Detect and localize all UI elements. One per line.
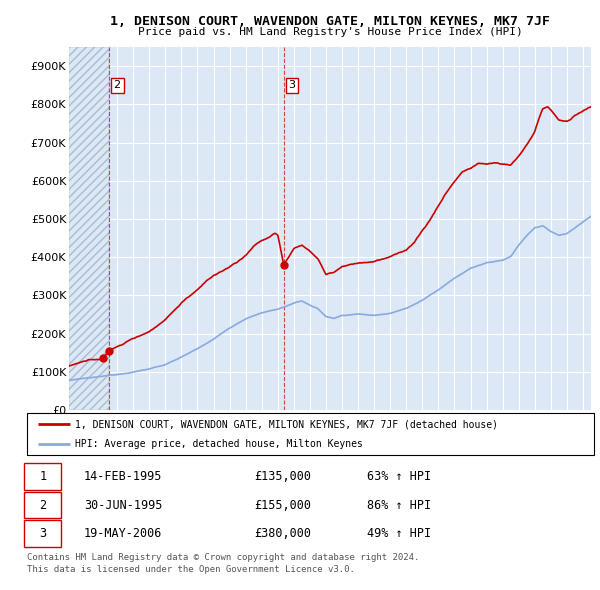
- Text: 1, DENISON COURT, WAVENDON GATE, MILTON KEYNES, MK7 7JF (detached house): 1, DENISON COURT, WAVENDON GATE, MILTON …: [75, 419, 498, 430]
- HPI: Average price, detached house, Milton Keynes: (1.99e+03, 7.8e+04): Average price, detached house, Milton Ke…: [65, 377, 73, 384]
- Text: 14-FEB-1995: 14-FEB-1995: [84, 470, 162, 483]
- FancyBboxPatch shape: [24, 491, 61, 519]
- HPI: Average price, detached house, Milton Keynes: (2e+03, 2.42e+05): Average price, detached house, Milton Ke…: [245, 314, 252, 322]
- Line: HPI: Average price, detached house, Milton Keynes: HPI: Average price, detached house, Milt…: [69, 216, 598, 381]
- Text: 63% ↑ HPI: 63% ↑ HPI: [367, 470, 431, 483]
- 1, DENISON COURT, WAVENDON GATE, MILTON KEYNES, MK7 7JF (detached house): [100, 354, 107, 361]
- Text: £155,000: £155,000: [254, 499, 311, 512]
- HPI: Average price, detached house, Milton Keynes: (2.03e+03, 5.08e+05): Average price, detached house, Milton Ke…: [594, 212, 600, 219]
- 1, DENISON COURT, WAVENDON GATE, MILTON KEYNES, MK7 7JF (detached house): [65, 363, 73, 370]
- HPI: Average price, detached house, Milton Keynes: (2.03e+03, 4.98e+05): Average price, detached house, Milton Ke…: [582, 217, 589, 224]
- HPI: Average price, detached house, Milton Keynes: (2e+03, 8.9e+04): Average price, detached house, Milton Ke…: [100, 372, 107, 379]
- Text: This data is licensed under the Open Government Licence v3.0.: This data is licensed under the Open Gov…: [27, 565, 355, 574]
- Bar: [69, 47, 109, 410]
- HPI: Average price, detached house, Milton Keynes: (2.02e+03, 4.32e+05): Average price, detached house, Milton Ke…: [515, 241, 523, 248]
- FancyBboxPatch shape: [24, 463, 61, 490]
- 1, DENISON COURT, WAVENDON GATE, MILTON KEYNES, MK7 7JF (detached house): [594, 104, 600, 111]
- FancyBboxPatch shape: [24, 520, 61, 547]
- Text: 1: 1: [40, 470, 46, 483]
- Text: 30-JUN-1995: 30-JUN-1995: [84, 499, 162, 512]
- Text: 49% ↑ HPI: 49% ↑ HPI: [367, 527, 431, 540]
- Line: 1, DENISON COURT, WAVENDON GATE, MILTON KEYNES, MK7 7JF (detached house): 1, DENISON COURT, WAVENDON GATE, MILTON …: [69, 107, 598, 366]
- HPI: Average price, detached house, Milton Keynes: (2e+03, 2.55e+05): Average price, detached house, Milton Ke…: [258, 309, 265, 316]
- 1, DENISON COURT, WAVENDON GATE, MILTON KEYNES, MK7 7JF (detached house): [587, 103, 595, 110]
- Text: 1, DENISON COURT, WAVENDON GATE, MILTON KEYNES, MK7 7JF: 1, DENISON COURT, WAVENDON GATE, MILTON …: [110, 15, 550, 28]
- FancyBboxPatch shape: [27, 413, 594, 455]
- Text: 2: 2: [40, 499, 46, 512]
- 1, DENISON COURT, WAVENDON GATE, MILTON KEYNES, MK7 7JF (detached house): [245, 249, 252, 256]
- 1, DENISON COURT, WAVENDON GATE, MILTON KEYNES, MK7 7JF (detached house): [258, 237, 265, 244]
- Text: £135,000: £135,000: [254, 470, 311, 483]
- HPI: Average price, detached house, Milton Keynes: (2.02e+03, 3.38e+05): Average price, detached house, Milton Ke…: [447, 277, 454, 284]
- Text: Contains HM Land Registry data © Crown copyright and database right 2024.: Contains HM Land Registry data © Crown c…: [27, 553, 419, 562]
- Text: 19-MAY-2006: 19-MAY-2006: [84, 527, 162, 540]
- Text: £380,000: £380,000: [254, 527, 311, 540]
- Text: 3: 3: [289, 80, 295, 90]
- 1, DENISON COURT, WAVENDON GATE, MILTON KEYNES, MK7 7JF (detached house): [447, 183, 454, 191]
- Text: 2: 2: [113, 80, 121, 90]
- HPI: Average price, detached house, Milton Keynes: (2.03e+03, 5.09e+05): Average price, detached house, Milton Ke…: [592, 212, 599, 219]
- 1, DENISON COURT, WAVENDON GATE, MILTON KEYNES, MK7 7JF (detached house): [515, 153, 523, 160]
- Text: Price paid vs. HM Land Registry's House Price Index (HPI): Price paid vs. HM Land Registry's House …: [137, 27, 523, 37]
- 1, DENISON COURT, WAVENDON GATE, MILTON KEYNES, MK7 7JF (detached house): [582, 106, 589, 113]
- Text: 86% ↑ HPI: 86% ↑ HPI: [367, 499, 431, 512]
- Text: HPI: Average price, detached house, Milton Keynes: HPI: Average price, detached house, Milt…: [75, 439, 363, 449]
- Text: 3: 3: [40, 527, 46, 540]
